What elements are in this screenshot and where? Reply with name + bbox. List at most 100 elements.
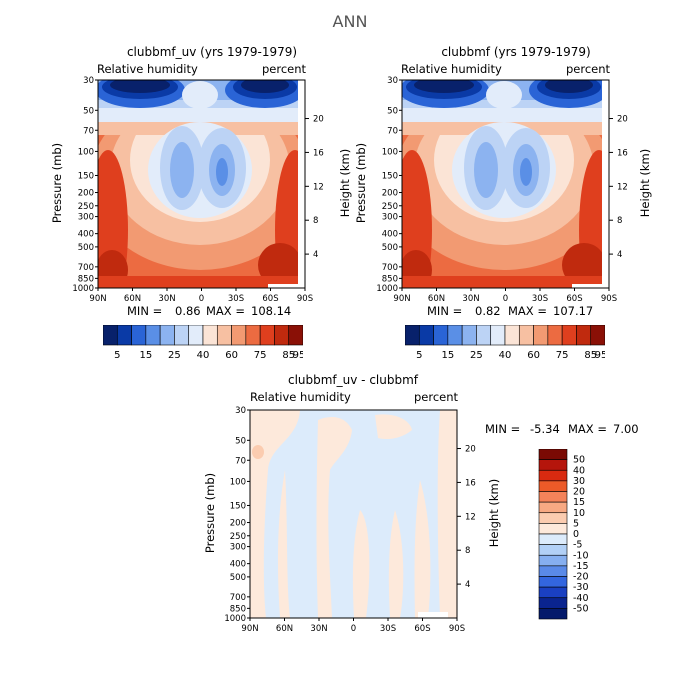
x-tick-label: 30N: [310, 624, 327, 634]
y-tick-label: 850: [78, 274, 94, 284]
y-tick-label: 250: [78, 202, 94, 212]
y-tick-label: 850: [230, 604, 246, 614]
y-tick-label: 400: [230, 560, 246, 570]
panel-2-max-value: 107.17: [553, 304, 594, 318]
panel-3-variable-label: Relative humidity: [250, 390, 351, 404]
x-tick-label: 90S: [449, 624, 465, 634]
y-tick-label: 200: [382, 189, 398, 199]
panel-2-max-label: MAX =: [508, 304, 547, 318]
panel-1-units-label: percent: [262, 62, 307, 76]
colorbar-swatch: [538, 480, 568, 492]
y-right-tick-label: 8: [313, 216, 318, 226]
y-right-tick-label: 20: [617, 115, 628, 125]
x-tick-label: 30S: [380, 624, 396, 634]
y-tick-label: 200: [230, 519, 246, 529]
y-tick-label: 50: [387, 106, 398, 116]
y-tick-label: 700: [230, 593, 246, 603]
y-tick-label: 100: [78, 147, 94, 157]
panel-3-units-label: percent: [414, 390, 459, 404]
colorbar-label: 15: [573, 497, 585, 508]
x-tick-label: 30S: [228, 294, 244, 304]
colorbar-label: 15: [441, 350, 454, 361]
y-tick-label: 50: [235, 436, 246, 446]
y-tick-label: 100: [230, 477, 246, 487]
colorbar-label: -20: [573, 572, 589, 583]
y-tick-label: 50: [83, 106, 94, 116]
x-tick-label: 60N: [124, 294, 141, 304]
panel-1-min-label: MIN =: [127, 304, 163, 318]
colorbar-label: 15: [139, 350, 152, 361]
panel-2-field: [402, 80, 609, 288]
y-tick-label: 1000: [224, 614, 246, 624]
colorbar-label: 40: [573, 465, 585, 476]
figure-title: ANN: [332, 12, 368, 31]
colorbar-label: 40: [197, 350, 210, 361]
y-right-tick-label: 8: [617, 216, 622, 226]
x-tick-label: 0: [503, 294, 508, 304]
colorbar-label: -5: [573, 540, 582, 551]
y-tick-label: 500: [230, 573, 246, 583]
colorbar-swatch: [538, 469, 568, 482]
y-right-tick-label: 16: [617, 148, 628, 158]
panel-1-ticks: 90N 60N 30N 0 30S 60S 90S 30 50 70 100 150 200 250300…: [72, 76, 323, 304]
y-tick-label: 500: [78, 243, 94, 253]
panel-3-min-value: -5.34: [530, 422, 560, 436]
x-tick-label: 60N: [428, 294, 445, 304]
colorbar-label: 10: [573, 508, 585, 519]
y-tick-label: 30: [235, 406, 246, 416]
y-right-tick-label: 20: [465, 445, 476, 455]
panel-2-ticks: 90N 60N 30N 0 30S 60S 90S 30 50 70 100 150 200 250300…: [376, 76, 627, 304]
y-right-tick-label: 8: [465, 546, 470, 556]
panel-1-colorbar: 5 15 25 40 60 75 85 95: [103, 325, 303, 361]
y-tick-label: 1000: [376, 284, 398, 294]
y-tick-label: 150: [78, 171, 94, 181]
colorbar-swatch: [538, 565, 568, 577]
y-tick-label: 70: [387, 126, 398, 136]
y-right-tick-label: 12: [617, 182, 628, 192]
colorbar-label: 95: [293, 350, 303, 361]
colorbar-swatch: [538, 491, 568, 503]
colorbar-label: 60: [527, 350, 540, 361]
panel-1-field: [98, 80, 305, 288]
y-tick-label: 70: [83, 126, 94, 136]
colorbar-label: 50: [573, 455, 585, 466]
colorbar-swatch: [538, 501, 568, 514]
x-tick-label: 90N: [393, 294, 410, 304]
panel-3-ticks: 90N 60N 30N 0 30S 60S 90S 30 50 70 100 150 200 250300…: [224, 406, 475, 634]
panel-3-min-label: MIN =: [485, 422, 521, 436]
colorbar-label: 85: [584, 350, 597, 361]
colorbar-swatch: [538, 597, 568, 609]
colorbar-swatch: [538, 533, 568, 545]
panel-1-title: clubbmf_uv (yrs 1979-1979): [126, 45, 298, 59]
colorbar-label: 95: [595, 350, 605, 361]
colorbar-swatch: [538, 544, 568, 556]
x-tick-label: 60S: [262, 294, 278, 304]
x-tick-label: 0: [351, 624, 356, 634]
x-tick-label: 60S: [566, 294, 582, 304]
y-tick-label: 850: [382, 274, 398, 284]
x-tick-label: 90S: [297, 294, 313, 304]
y-tick-label: 700: [382, 263, 398, 273]
panel-2-min-label: MIN =: [427, 304, 463, 318]
colorbar-label: -15: [573, 561, 589, 572]
panel-1-max-label: MAX =: [206, 304, 245, 318]
panel-3-colorbar: 50 40 30 20 15 10 5 0 -5 -10 -15 -20 -30 -40 -50: [538, 449, 628, 620]
colorbar-label: -30: [573, 582, 589, 593]
y-tick-label: 200: [78, 189, 94, 199]
panel-3-max-label: MAX =: [568, 422, 607, 436]
y-tick-label: 1000: [72, 284, 94, 294]
y-tick-label: 30: [83, 76, 94, 86]
colorbar-label: 20: [573, 487, 585, 498]
y-right-tick-label: 12: [313, 182, 324, 192]
colorbar-label: -40: [573, 593, 589, 604]
colorbar-label: 60: [225, 350, 238, 361]
panel-1-variable-label: Relative humidity: [97, 62, 198, 76]
y-tick-label: 150: [382, 171, 398, 181]
colorbar-label: 75: [556, 350, 569, 361]
y-tick-label: 250: [382, 202, 398, 212]
panel-3-title: clubbmf_uv - clubbmf: [287, 373, 419, 387]
panel-3-max-value: 7.00: [613, 422, 639, 436]
colorbar-label: -10: [573, 550, 589, 561]
